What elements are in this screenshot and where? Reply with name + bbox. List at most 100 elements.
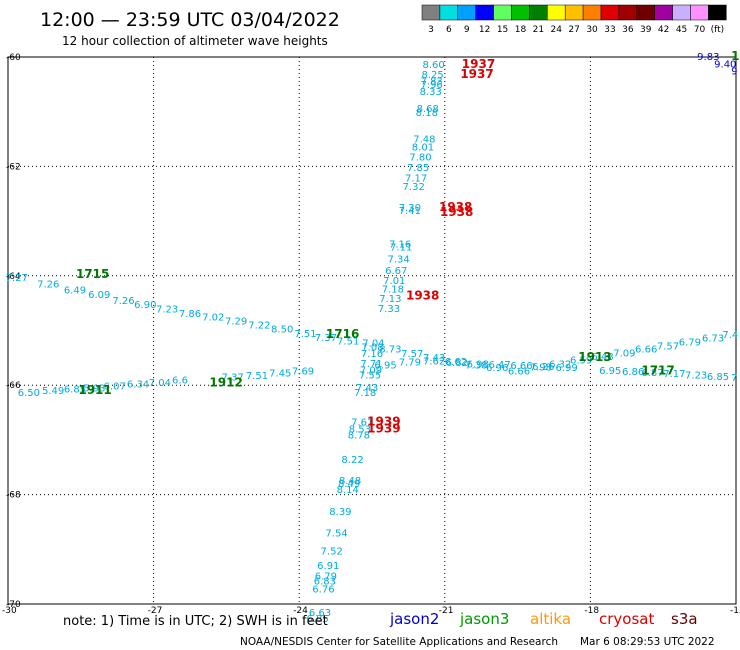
wave-height-label: 7.71 [360,359,382,370]
wave-height-label: 7.11 [390,242,412,253]
wave-height-label: 6.59 [570,355,592,366]
wave-height-label: 6.26 [532,362,554,373]
colorbar-label: 12 [479,25,490,35]
grid-lines [8,57,736,604]
pass-label: 1938 [440,205,473,219]
wave-height-label: 7.51 [294,329,316,340]
pass-label: 1938 [406,288,439,302]
wave-height-label: 6.50 [18,388,40,399]
wave-height-label: 6.85 [64,384,86,395]
colorbar-swatch [421,4,441,21]
colorbar-swatch [708,4,727,21]
colorbar-label: 21 [533,25,544,35]
colorbar-swatch [547,4,566,21]
wave-height-label: 7.52 [321,546,343,557]
pass-label: 1911 [78,383,111,397]
colorbar-label: 15 [497,25,508,35]
wave-height-label: 7.61 [351,417,373,428]
wave-height-label: 7.23 [685,370,707,381]
colorbar-label: 27 [568,25,579,35]
wave-height-label: 8.18 [416,108,438,119]
wave-height-label: 7.08 [361,342,383,353]
colorbar-label: (ft) [711,25,725,35]
wave-height-label: 6.90 [134,300,156,311]
wave-height-label: 7.37 [222,372,244,383]
wave-height-label: 7.62 [423,357,445,368]
colorbar-swatch [672,4,691,21]
legend-s3a: s3a [671,610,698,628]
wave-height-label: 7.51 [337,336,359,347]
wave-height-label: 7.43 [423,353,445,364]
legend-jason3: jason3 [459,610,509,628]
wave-height-label: 6.79 [315,572,337,583]
colorbar-label: 36 [622,25,634,35]
wave-height-label: 6.73 [702,334,724,345]
pass-label: 1939 [367,421,400,435]
wave-height-values: 8.608.257.837.968.33 8.688.18 7.488.017.80… [6,52,739,625]
wave-height-label: 8.50 [271,324,293,335]
wave-height-label: 6.83 [314,576,336,587]
wave-height-label: 6.09 [88,290,110,301]
wave-height-label: 7.41 [399,206,421,217]
wave-height-label: 6.32 [549,359,571,370]
wave-height-label: 7.96 [421,80,443,91]
pass-label: 1717 [641,363,674,377]
wave-height-label: 7.85 [407,163,429,174]
wave-height-label: 7.69 [292,366,314,377]
wave-height-label: 7.57 [401,349,423,360]
wave-height-label: 7.43 [356,383,378,394]
wave-height-label: 7.37 [315,333,337,344]
y-tick-label: -66 [6,381,21,391]
colorbar-swatch [618,4,638,21]
colorbar-label: 42 [658,25,669,35]
wave-height-label: 7.80 [409,153,431,164]
x-tick-label: -15 [730,606,740,616]
colorbar: 3 6 9 12 15 18 21 24 27 30 33 36 39 42 45 70 (ft) [421,4,727,35]
y-tick-label: -70 [6,600,21,610]
wave-height-label: 7.32 [403,182,425,193]
x-tick-label: -30 [2,606,17,616]
footer-timestamp: Mar 6 08:29:53 UTC 2022 [580,636,715,648]
wave-height-label: 6.62 [445,357,467,368]
wave-height-label: 7.48 [413,135,435,146]
x-tick-label: -24 [293,606,308,616]
colorbar-label: 3 [428,25,434,35]
wave-height-label: 7.34 [388,254,410,265]
wave-height-label: 7.23 [156,305,178,316]
wave-height-label: 8.14 [337,485,359,496]
plot-frame [7,56,737,605]
y-tick-label: -64 [6,272,21,282]
wave-height-label: 7.30 [399,203,421,214]
wave-height-label: 7.45 [269,369,291,380]
colorbar-swatch [529,4,548,21]
wave-height-label: 7.17 [663,369,685,380]
wave-height-label: 6.49 [64,285,86,296]
colorbar-swatch [582,4,602,21]
colorbar-swatch [439,4,459,21]
pass-label: 1913 [578,350,611,364]
legend-altika: altika [530,610,571,628]
pass-label: 1912 [209,375,242,389]
wave-height-label: 7.98 [530,363,552,374]
wave-height-label: 6.66 [635,345,657,356]
pass-label: 1937 [462,57,495,71]
colorbar-label: 39 [640,25,652,35]
wave-height-label: 8.68 [417,104,439,115]
wave-height-label: 9 [731,67,737,78]
wave-height-label: 8.33 [420,87,442,98]
chart-title: 12:00 — 23:59 UTC 03/04/2022 [40,9,340,31]
wave-height-label: 7.18 [382,284,404,295]
wave-height-label: 7.26 [112,296,134,307]
wave-height-label: 6.67 [385,266,407,277]
wave-height-label: 6.82 [446,358,468,369]
wave-height-label: 6.79 [679,337,701,348]
wave-height-label: 8.53 [349,424,371,435]
wave-height-label: 7.4 [722,330,738,341]
x-tick-label: -21 [439,606,454,616]
wave-height-label: 8.48 [339,476,361,487]
y-tick-label: -60 [6,53,21,63]
wave-height-label: 6.34 [127,380,149,391]
wave-height-label: 6.47 [488,360,510,371]
wave-height-label: 6.95 [374,360,396,371]
wave-height-label: 7 [731,373,737,384]
